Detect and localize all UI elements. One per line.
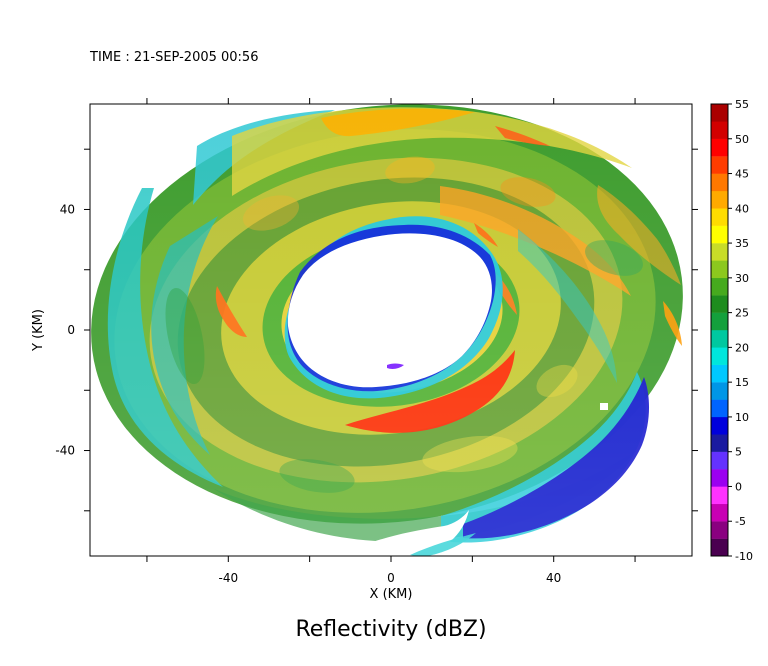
x-tick-label: 40 xyxy=(546,571,561,585)
x-tick-label: 0 xyxy=(387,571,395,585)
y-tick-label: 0 xyxy=(67,323,75,337)
colorbar-segment xyxy=(711,173,728,192)
colorbar-segment xyxy=(711,277,728,296)
x-axis-label: X (KM) xyxy=(370,587,413,602)
colorbar-label: 0 xyxy=(735,480,742,493)
colorbar-segment xyxy=(711,399,728,418)
reflectivity-field xyxy=(90,104,692,556)
colorbar-label: 50 xyxy=(735,133,749,146)
colorbar-segment xyxy=(711,156,728,174)
colorbar-segment xyxy=(711,521,728,539)
plot-fade-overlay xyxy=(90,104,692,556)
colorbar-label: 35 xyxy=(735,237,749,250)
y-tick-label: -40 xyxy=(55,444,75,458)
x-tick-label: -40 xyxy=(218,571,238,585)
colorbar-segment xyxy=(711,503,728,522)
colorbar-segment xyxy=(711,416,728,435)
colorbar-segment xyxy=(711,364,728,383)
colorbar-label: 25 xyxy=(735,307,749,320)
y-axis-label: Y (KM) xyxy=(31,309,46,352)
colorbar-label: 45 xyxy=(735,168,749,181)
colorbar-segment xyxy=(711,434,728,452)
colorbar-segment xyxy=(711,469,728,487)
colorbar-segment xyxy=(711,121,728,139)
colorbar-label: -10 xyxy=(735,550,753,563)
colorbar-segment xyxy=(711,347,728,365)
colorbar-label: 15 xyxy=(735,376,749,389)
colorbar-segment xyxy=(711,330,728,348)
colorbar-segment xyxy=(711,243,728,261)
colorbar-label: 40 xyxy=(735,202,749,215)
colorbar-segment xyxy=(711,260,728,279)
colorbar-label: 5 xyxy=(735,446,742,459)
colorbar-label: 10 xyxy=(735,411,749,424)
y-tick-label: 40 xyxy=(60,202,75,216)
colorbar-label: 20 xyxy=(735,341,749,354)
colorbar-segment xyxy=(711,208,728,226)
colorbar-segment xyxy=(711,538,728,557)
time-label: TIME : 21-SEP-2005 00:56 xyxy=(89,50,258,65)
colorbar-segment xyxy=(711,138,728,157)
colorbar-segment xyxy=(711,295,728,313)
colorbar-frame xyxy=(710,103,729,557)
colorbar-layer: -10 -5 0 5 10 15 20 25 30 35 40 45 50 55 xyxy=(710,98,753,563)
colorbar-segment xyxy=(711,104,728,122)
colorbar-segment xyxy=(711,451,728,470)
colorbar-segment xyxy=(711,225,728,244)
colorbar-label: 55 xyxy=(735,98,749,111)
axes-layer: -40 0 40 -40 0 40 xyxy=(55,98,698,585)
colorbar-label: -5 xyxy=(735,515,746,528)
chart-title: Reflectivity (dBZ) xyxy=(295,617,486,642)
colorbar-segment xyxy=(711,190,728,209)
colorbar-segment xyxy=(711,312,728,331)
colorbar-segment xyxy=(711,486,728,505)
colorbar-label: 30 xyxy=(735,272,749,285)
colorbar-segment xyxy=(711,382,728,400)
